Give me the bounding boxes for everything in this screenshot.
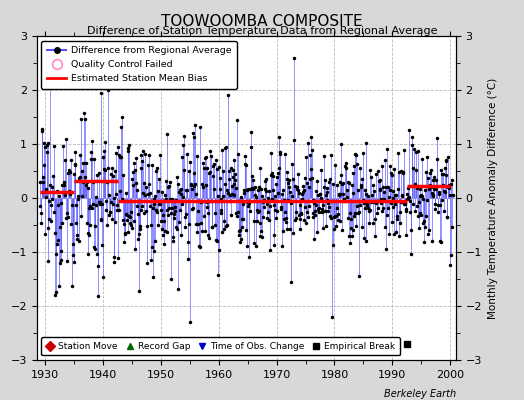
Text: Berkeley Earth: Berkeley Earth [384,389,456,399]
Text: TOOWOOMBA COMPOSITE: TOOWOOMBA COMPOSITE [161,14,363,29]
Legend: Station Move, Record Gap, Time of Obs. Change, Empirical Break: Station Move, Record Gap, Time of Obs. C… [41,338,400,356]
Text: Difference of Station Temperature Data from Regional Average: Difference of Station Temperature Data f… [87,26,437,36]
Y-axis label: Monthly Temperature Anomaly Difference (°C): Monthly Temperature Anomaly Difference (… [488,77,498,319]
